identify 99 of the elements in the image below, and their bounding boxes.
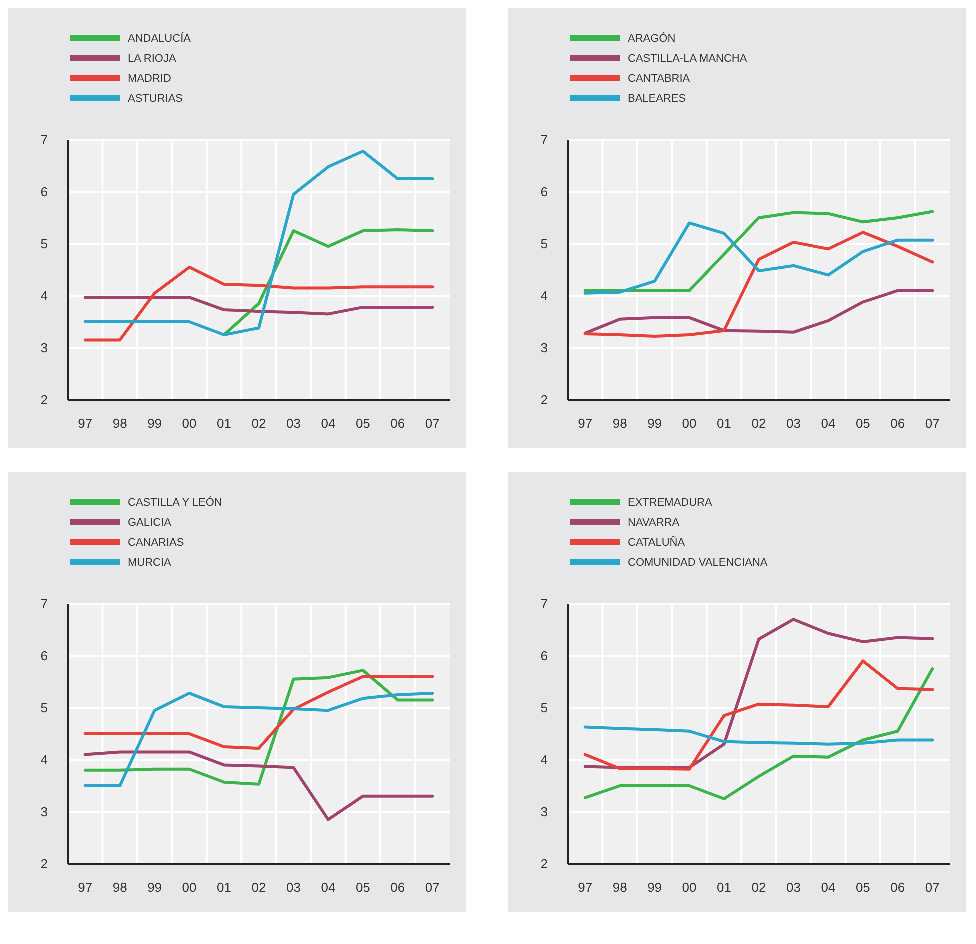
x-tick-label: 99 [148, 416, 162, 431]
legend-label: BALEARES [628, 93, 686, 105]
y-tick-label: 7 [40, 596, 48, 612]
x-tick-label: 05 [856, 880, 870, 895]
y-tick-label: 7 [40, 132, 48, 148]
line-series [222, 228, 434, 336]
line-series [584, 231, 934, 338]
x-tick-label: 01 [717, 416, 732, 431]
legend-label: CASTILLA Y LEÓN [128, 496, 222, 509]
x-tick-label: 07 [425, 416, 440, 431]
y-tick-label: 5 [40, 236, 48, 252]
line-series [584, 660, 934, 771]
legend-label: CANTABRIA [628, 73, 691, 85]
x-tick-label: 01 [217, 416, 232, 431]
x-tick-label: 07 [925, 416, 940, 431]
x-tick-label: 06 [890, 880, 906, 895]
y-tick-label: 4 [540, 752, 548, 768]
x-tick-label: 97 [578, 880, 593, 895]
x-tick-label: 03 [286, 416, 301, 431]
x-tick-label: 07 [925, 880, 940, 895]
x-tick-label: 98 [112, 416, 128, 431]
y-tick-label: 6 [40, 184, 48, 200]
x-tick-label: 04 [321, 416, 336, 431]
y-tick-label: 5 [40, 700, 48, 716]
y-tick-label: 5 [540, 236, 548, 252]
line-series [84, 266, 434, 342]
line-series [84, 669, 434, 786]
legend-label: ANDALUCÍA [128, 32, 192, 45]
y-tick-label: 4 [40, 288, 48, 304]
legend-label: COMUNIDAD VALENCIANA [628, 557, 768, 569]
y-tick-label: 6 [540, 648, 548, 664]
x-tick-label: 03 [286, 880, 301, 895]
x-tick-label: 01 [717, 880, 732, 895]
y-tick-label: 3 [40, 340, 48, 356]
y-tick-label: 7 [540, 132, 548, 148]
y-tick-label: 2 [40, 392, 48, 408]
y-tick-label: 5 [540, 700, 548, 716]
y-tick-label: 2 [540, 392, 548, 408]
y-tick-label: 6 [540, 184, 548, 200]
x-tick-label: 03 [786, 880, 801, 895]
legend-label: GALICIA [128, 517, 172, 529]
legend-label: CANARIAS [128, 537, 184, 549]
legend-label: EXTREMADURA [628, 497, 714, 509]
y-tick-label: 7 [540, 596, 548, 612]
legend-label: CASTILLA-LA MANCHA [628, 53, 748, 65]
line-series [84, 150, 434, 336]
x-tick-label: 06 [890, 416, 906, 431]
legend-label: NAVARRA [628, 517, 680, 529]
x-tick-label: 05 [356, 880, 370, 895]
legend-label: MURCIA [128, 557, 172, 569]
x-tick-label: 98 [612, 880, 628, 895]
x-tick-label: 00 [182, 416, 197, 431]
x-tick-label: 97 [78, 880, 93, 895]
y-tick-label: 3 [540, 804, 548, 820]
line-series [584, 726, 934, 746]
x-tick-label: 01 [217, 880, 232, 895]
line-series [584, 210, 934, 292]
x-tick-label: 00 [682, 416, 697, 431]
line-series [84, 296, 434, 316]
line-series [584, 289, 934, 335]
line-series [84, 675, 434, 750]
x-tick-label: 04 [821, 416, 836, 431]
x-tick-label: 02 [752, 416, 766, 431]
x-tick-label: 05 [856, 416, 870, 431]
x-tick-label: 98 [612, 416, 628, 431]
x-tick-label: 99 [148, 880, 162, 895]
x-tick-label: 00 [182, 880, 197, 895]
x-tick-label: 99 [648, 416, 662, 431]
x-tick-label: 06 [390, 880, 406, 895]
y-tick-label: 3 [40, 804, 48, 820]
y-tick-label: 2 [40, 856, 48, 872]
y-tick-label: 6 [40, 648, 48, 664]
line-series [84, 750, 434, 822]
x-tick-label: 97 [78, 416, 93, 431]
x-tick-label: 02 [252, 880, 266, 895]
line-series [584, 668, 934, 800]
x-tick-label: 99 [648, 880, 662, 895]
x-tick-label: 02 [752, 880, 766, 895]
x-tick-label: 02 [252, 416, 266, 431]
x-tick-label: 04 [321, 880, 336, 895]
legend-label: ARAGÓN [628, 32, 676, 45]
legend-label: ASTURIAS [128, 93, 184, 105]
x-tick-label: 03 [786, 416, 801, 431]
legend-label: MADRID [128, 73, 172, 85]
x-tick-label: 06 [390, 416, 406, 431]
x-tick-label: 04 [821, 880, 836, 895]
x-tick-label: 07 [425, 880, 440, 895]
y-tick-label: 3 [540, 340, 548, 356]
y-tick-label: 4 [40, 752, 48, 768]
y-tick-label: 4 [540, 288, 548, 304]
y-tick-label: 2 [540, 856, 548, 872]
x-tick-label: 98 [112, 880, 128, 895]
line-series [84, 692, 434, 788]
legend-label: CATALUÑA [628, 536, 686, 549]
line-series [584, 222, 934, 295]
x-tick-label: 97 [578, 416, 593, 431]
x-tick-label: 05 [356, 416, 370, 431]
x-tick-label: 00 [682, 880, 697, 895]
legend-label: LA RIOJA [128, 53, 177, 65]
